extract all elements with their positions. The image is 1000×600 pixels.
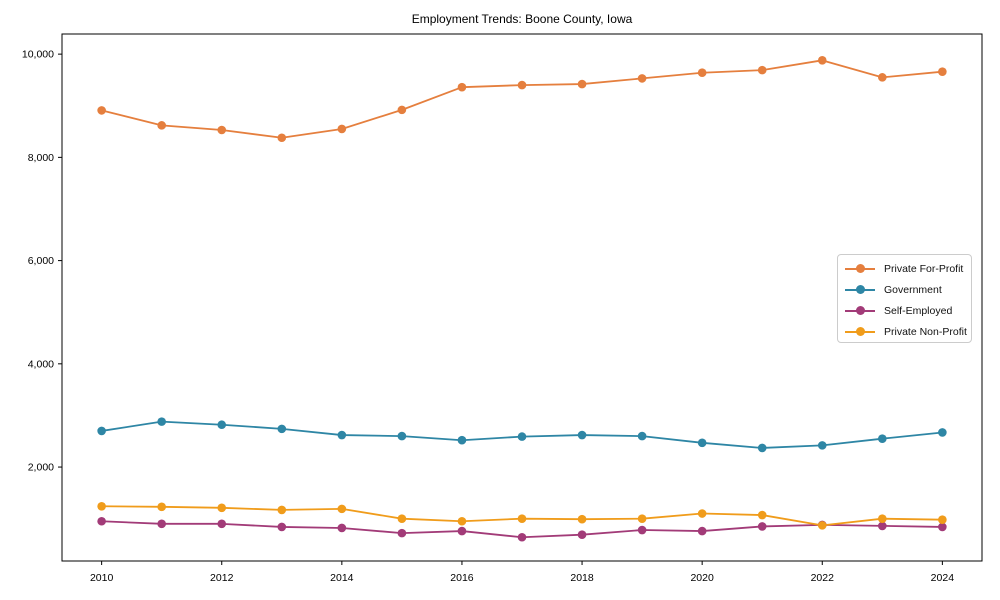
data-point-marker-private-for-profit [457,82,467,92]
data-point-marker-private-for-profit [577,79,587,89]
data-point-marker-government [397,431,407,441]
data-point-marker-government [878,434,887,443]
data-point-marker-private-non-profit [757,510,767,520]
data-point-marker-private-non-profit [817,521,827,530]
chart-title: Employment Trends: Boone County, Iowa [411,12,633,26]
data-point-marker-government [577,430,587,440]
data-point-marker-government [217,420,227,430]
y-tick-label: 10,000 [22,49,54,61]
y-tick-label: 6,000 [28,255,54,267]
data-point-marker-government [277,424,287,434]
data-point-marker-private-for-profit [157,121,166,130]
data-point-marker-private-non-profit [637,514,647,523]
series-line-private-for-profit [100,59,944,139]
data-point-marker-private-for-profit [217,125,227,135]
data-point-marker-self-employed [637,525,647,535]
data-point-marker-private-non-profit [938,515,947,525]
y-tick-label: 2,000 [28,462,54,474]
data-point-marker-self-employed [277,522,287,532]
data-point-marker-self-employed [517,532,527,542]
data-point-marker-private-for-profit [697,68,707,78]
data-point-marker-self-employed [878,521,887,531]
data-point-marker-private-non-profit [878,514,887,523]
x-tick-label: 2022 [811,572,835,584]
legend-label: Self-Employed [884,304,953,317]
data-point-marker-self-employed [397,528,407,538]
data-point-marker-private-non-profit [457,516,467,526]
legend-item-private-non-profit: Private Non-Profit [845,321,971,342]
data-point-marker-private-non-profit [577,514,587,524]
data-point-marker-government [517,432,527,441]
data-point-marker-self-employed [97,516,106,526]
y-tick-label: 8,000 [28,152,54,164]
data-point-marker-private-for-profit [878,73,887,82]
data-point-marker-government [157,417,166,426]
data-point-marker-private-non-profit [217,503,227,513]
data-point-marker-private-non-profit [157,502,166,512]
data-point-marker-government [457,435,467,445]
x-tick-label: 2016 [450,572,474,584]
legend-label: Private For-Profit [884,262,964,275]
data-point-marker-private-non-profit [517,514,527,523]
legend-line-marker-icon [845,306,875,315]
legend: Private For-Profit Government Self-Emplo… [837,254,972,343]
data-point-marker-private-for-profit [517,80,527,90]
data-point-marker-private-for-profit [397,105,407,115]
data-point-marker-self-employed [217,519,227,529]
x-tick-label: 2020 [690,572,714,584]
x-tick-label: 2018 [570,572,594,584]
data-point-marker-self-employed [938,522,947,532]
data-point-marker-government [697,438,707,448]
data-point-marker-self-employed [697,526,707,536]
legend-item-government: Government [845,279,971,300]
data-point-marker-private-non-profit [697,509,707,518]
legend-label: Government [884,283,942,296]
data-point-marker-private-for-profit [277,133,287,143]
x-tick-label: 2014 [330,572,354,584]
data-point-marker-self-employed [577,530,587,539]
data-point-marker-self-employed [157,519,166,529]
legend-line-marker-icon [845,264,875,273]
data-point-marker-private-for-profit [817,56,827,65]
data-point-marker-private-non-profit [277,505,287,515]
data-point-marker-government [757,443,767,453]
data-point-marker-private-for-profit [637,74,647,83]
data-point-marker-private-for-profit [337,124,347,134]
x-tick-label: 2024 [931,572,955,584]
data-point-marker-self-employed [757,522,767,531]
data-point-marker-government [637,431,647,441]
data-point-marker-government [938,428,947,437]
legend-line-marker-icon [845,327,875,336]
plot-border [61,33,983,562]
legend-item-private-for-profit: Private For-Profit [845,258,971,279]
legend-line-marker-icon [845,285,875,294]
data-point-marker-private-for-profit [938,67,947,76]
data-point-marker-self-employed [457,526,467,536]
data-point-marker-private-for-profit [757,65,767,75]
data-point-marker-private-non-profit [397,514,407,523]
y-tick-label: 4,000 [28,358,54,370]
data-point-marker-private-for-profit [97,106,106,115]
data-point-marker-private-non-profit [337,504,347,514]
legend-label: Private Non-Profit [884,325,967,338]
data-point-marker-government [97,426,106,436]
data-point-marker-private-non-profit [97,501,106,511]
data-point-marker-self-employed [337,523,347,533]
data-point-marker-government [817,441,827,450]
legend-item-self-employed: Self-Employed [845,300,971,321]
x-tick-label: 2010 [90,572,114,584]
data-point-marker-government [337,430,347,440]
x-tick-label: 2012 [210,572,234,584]
